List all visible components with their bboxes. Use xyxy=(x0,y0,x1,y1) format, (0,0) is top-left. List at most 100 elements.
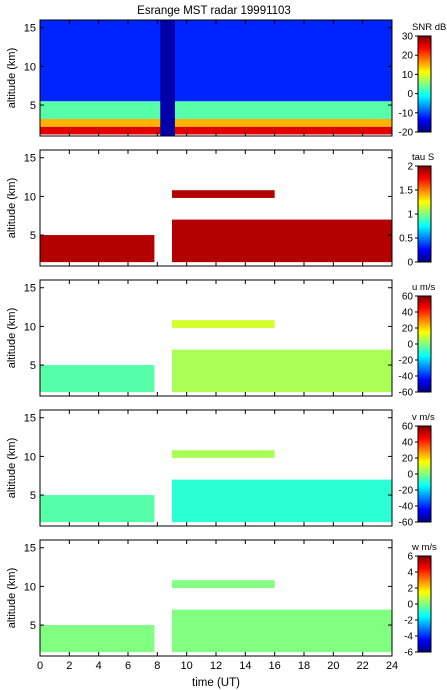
colorbar-tick-label: 60 xyxy=(402,292,414,303)
colorbar-tick-label: 40 xyxy=(402,438,414,449)
x-tick-label: 10 xyxy=(181,660,193,672)
y-tick-label: 5 xyxy=(30,230,36,242)
x-tick-label: 2 xyxy=(66,660,72,672)
heatmap-layer-3 xyxy=(172,450,275,458)
panel-3: 5 10 15 altitude (km) u m/s -60 -40 -20 0 20 40 60 xyxy=(6,279,435,399)
colorbar-label: SNR dB xyxy=(412,22,446,33)
colorbar: w m/s -6 -4 -2 0 2 4 6 xyxy=(404,542,437,659)
x-tick-label: 6 xyxy=(125,660,131,672)
colorbar-tick-label: 0 xyxy=(407,258,413,269)
colorbar-tick-label: -60 xyxy=(399,518,414,529)
y-tick-label: 15 xyxy=(24,283,36,295)
colorbar-tick-label: 2 xyxy=(407,162,413,173)
colorbar-tick-label: -20 xyxy=(399,486,414,497)
colorbar-tick-label: 20 xyxy=(402,324,414,335)
heatmap-layer-1 xyxy=(40,126,392,135)
colorbar-tick-label: -20 xyxy=(399,128,414,139)
colorbar-tick-label: 0 xyxy=(407,340,413,351)
panel-2: 5 10 15 altitude (km) tau S 0 0.5 1 1.5 2 xyxy=(6,149,434,269)
x-tick-label: 14 xyxy=(239,660,251,672)
colorbar-tick-label: 6 xyxy=(407,552,413,563)
colorbar-tick-label: 4 xyxy=(407,568,413,579)
heatmap-layer-6 xyxy=(40,20,392,102)
y-axis-label: altitude (km) xyxy=(6,48,18,109)
y-tick-label: 5 xyxy=(30,490,36,502)
y-axis-label: altitude (km) xyxy=(6,438,18,499)
heatmap-layer-2 xyxy=(172,219,392,263)
colorbar-tick-label: 20 xyxy=(402,454,414,465)
y-tick-label: 15 xyxy=(24,153,36,165)
y-tick-label: 5 xyxy=(30,100,36,112)
colorbar-scale xyxy=(417,35,432,133)
colorbar-tick-label: 30 xyxy=(402,32,414,43)
colorbar-tick-label: 0 xyxy=(407,89,413,100)
x-tick-label: 12 xyxy=(210,660,222,672)
y-tick-label: 10 xyxy=(24,191,36,203)
colorbar-tick-label: 1 xyxy=(407,210,413,221)
heatmap-layer-3 xyxy=(40,101,392,119)
colorbar-tick-label: 0 xyxy=(407,470,413,481)
y-tick-label: 10 xyxy=(24,321,36,333)
x-tick-label: 0 xyxy=(37,660,43,672)
panel-4: 5 10 15 altitude (km) v m/s -60 -40 -20 0 20 40 60 xyxy=(6,409,435,529)
heatmap-layer-1 xyxy=(40,625,155,653)
y-axis-label: altitude (km) xyxy=(6,308,18,369)
heatmap-layer-2 xyxy=(172,609,392,653)
colorbar-label: u m/s xyxy=(412,282,435,293)
x-tick-label: 22 xyxy=(357,660,369,672)
colorbar-tick-label: 20 xyxy=(402,51,414,62)
x-tick-label: 8 xyxy=(154,660,160,672)
heatmap-layer-1 xyxy=(40,495,155,523)
colorbar-tick-label: -10 xyxy=(399,108,414,119)
colorbar-tick-label: -4 xyxy=(404,632,413,643)
y-tick-label: 10 xyxy=(24,581,36,593)
colorbar-label: w m/s xyxy=(411,542,437,553)
colorbar-scale xyxy=(417,295,432,393)
colorbar-tick-label: -60 xyxy=(399,388,414,399)
colorbar-tick-label: 0 xyxy=(407,600,413,611)
colorbar-label: tau S xyxy=(412,152,434,163)
y-axis-label: altitude (km) xyxy=(6,178,18,239)
x-tick-label: 20 xyxy=(327,660,339,672)
y-tick-label: 15 xyxy=(24,23,36,35)
colorbar-tick-label: -20 xyxy=(399,356,414,367)
y-tick-label: 5 xyxy=(30,360,36,372)
colorbar: SNR dB -20 -10 0 10 20 30 xyxy=(399,22,447,139)
heatmap-layer-3 xyxy=(172,190,275,198)
colorbar-tick-label: 0.5 xyxy=(399,234,413,245)
colorbar-tick-label: 10 xyxy=(402,70,414,81)
colorbar-tick-label: 40 xyxy=(402,308,414,319)
heatmap-layer-3 xyxy=(172,320,275,328)
x-axis-label: time (UT) xyxy=(192,677,240,689)
x-tick-label: 16 xyxy=(269,660,281,672)
colorbar-tick-label: -40 xyxy=(399,502,414,513)
colorbar-tick-label: 2 xyxy=(407,584,413,595)
y-tick-label: 15 xyxy=(24,413,36,425)
x-tick-label: 24 xyxy=(386,660,398,672)
colorbar-scale xyxy=(417,165,432,263)
heatmap-layer-1 xyxy=(40,235,155,263)
y-tick-label: 10 xyxy=(24,61,36,73)
heatmap-layer-2 xyxy=(172,479,392,523)
panel-1: 5 10 15 altitude (km) SNR dB -20 -10 0 10 20 30 xyxy=(6,19,447,139)
heatmap-layer-1 xyxy=(40,365,155,393)
colorbar: v m/s -60 -40 -20 0 20 40 60 xyxy=(399,412,435,529)
colorbar-tick-label: -2 xyxy=(404,616,413,627)
heatmap-layer-2 xyxy=(40,118,392,127)
y-tick-label: 5 xyxy=(30,620,36,632)
heatmap-layer-7 xyxy=(160,20,175,136)
heatmap-layer-2 xyxy=(172,349,392,393)
y-axis-label: altitude (km) xyxy=(6,568,18,629)
heatmap-layer-3 xyxy=(172,580,275,588)
colorbar-scale xyxy=(417,425,432,523)
y-tick-label: 15 xyxy=(24,543,36,555)
colorbar-tick-label: 60 xyxy=(402,422,414,433)
colorbar-scale xyxy=(417,555,432,653)
y-tick-label: 10 xyxy=(24,451,36,463)
colorbar: tau S 0 0.5 1 1.5 2 xyxy=(399,152,434,269)
colorbar-tick-label: -40 xyxy=(399,372,414,383)
x-tick-label: 4 xyxy=(96,660,102,672)
colorbar-tick-label: -6 xyxy=(404,648,413,659)
